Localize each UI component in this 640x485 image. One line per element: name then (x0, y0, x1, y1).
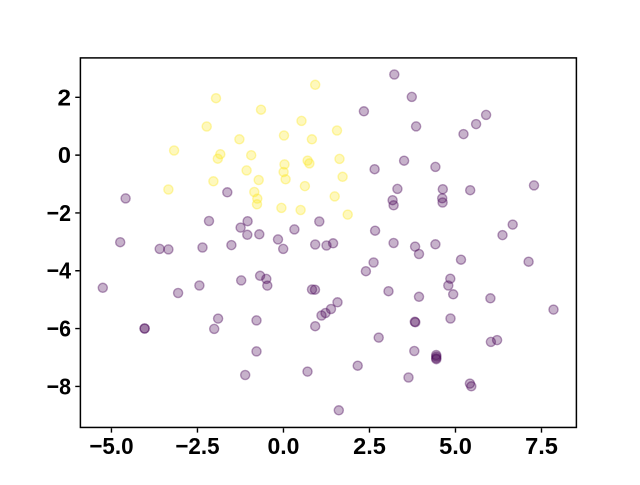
svg-text:7.5: 7.5 (525, 433, 558, 459)
svg-text:2: 2 (58, 84, 72, 110)
svg-text:−4: −4 (47, 258, 71, 284)
svg-text:2.5: 2.5 (353, 433, 386, 459)
svg-text:0.0: 0.0 (268, 433, 300, 459)
svg-text:−2: −2 (47, 200, 71, 226)
svg-text:−8: −8 (47, 373, 71, 399)
svg-text:5.0: 5.0 (439, 433, 472, 459)
svg-text:−6: −6 (47, 316, 71, 342)
svg-text:−2.5: −2.5 (175, 433, 219, 459)
svg-text:0: 0 (58, 142, 71, 168)
svg-text:−5.0: −5.0 (89, 433, 133, 459)
